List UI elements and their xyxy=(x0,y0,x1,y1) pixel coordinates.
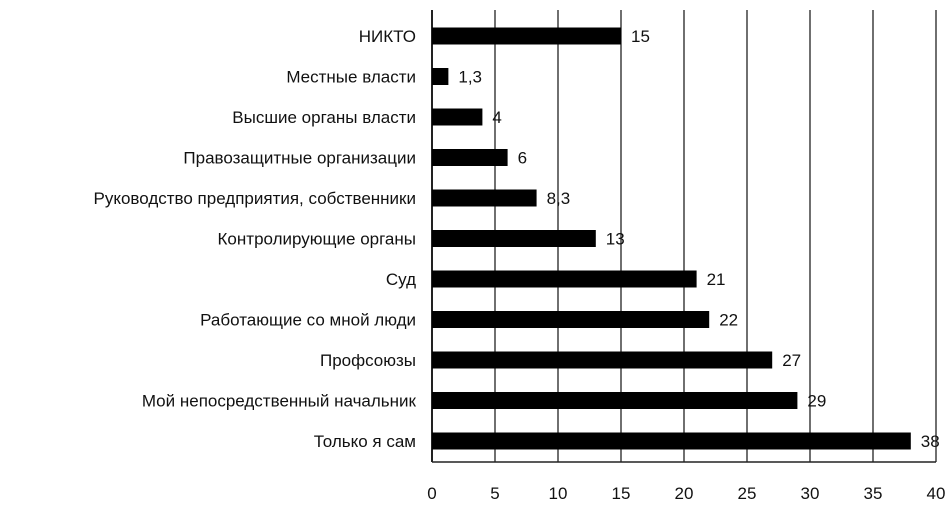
x-tick-label-10: 10 xyxy=(549,484,568,503)
category-label-8: Профсоюзы xyxy=(320,351,416,370)
x-tick-label-15: 15 xyxy=(612,484,631,503)
bar-1 xyxy=(432,68,449,85)
bar-0 xyxy=(432,27,621,45)
category-label-0: НИКТО xyxy=(359,27,416,46)
x-tick-label-20: 20 xyxy=(675,484,694,503)
x-tick-label-5: 5 xyxy=(490,484,499,503)
category-label-3: Правозащитные организации xyxy=(183,149,416,168)
grid-lines xyxy=(431,10,937,462)
bar-3 xyxy=(432,149,508,166)
category-label-5: Контролирующие органы xyxy=(218,230,416,249)
bar-6 xyxy=(432,270,697,288)
bar-4 xyxy=(432,189,537,207)
bar-7 xyxy=(432,311,710,328)
bar-2 xyxy=(432,108,483,126)
category-label-10: Только я сам xyxy=(314,432,416,451)
value-label-0: 15 xyxy=(631,27,650,46)
category-label-6: Суд xyxy=(386,270,416,289)
x-tick-label-30: 30 xyxy=(801,484,820,503)
value-label-1: 1,3 xyxy=(458,68,482,87)
x-tick-label-25: 25 xyxy=(738,484,757,503)
value-label-4: 8,3 xyxy=(547,189,571,208)
category-label-1: Местные власти xyxy=(286,68,416,87)
value-label-7: 22 xyxy=(719,311,738,330)
category-label-4: Руководство предприятия, собственники xyxy=(93,189,416,208)
value-label-10: 38 xyxy=(921,432,940,451)
value-label-2: 4 xyxy=(492,108,501,127)
value-label-3: 6 xyxy=(518,149,527,168)
value-label-5: 13 xyxy=(606,230,625,249)
bar-5 xyxy=(432,230,596,247)
x-tick-label-0: 0 xyxy=(427,484,436,503)
bars xyxy=(432,27,911,450)
category-label-2: Высшие органы власти xyxy=(232,108,416,127)
value-label-8: 27 xyxy=(782,351,801,370)
category-label-9: Мой непосредственный начальник xyxy=(142,392,417,411)
value-label-9: 29 xyxy=(807,392,826,411)
bar-8 xyxy=(432,351,773,369)
x-tick-label-40: 40 xyxy=(927,484,946,503)
x-tick-label-35: 35 xyxy=(864,484,883,503)
value-label-6: 21 xyxy=(707,270,726,289)
x-tick-labels: 0 5 10 15 20 25 30 35 40 xyxy=(427,484,945,503)
bar-10 xyxy=(432,432,911,450)
value-labels: 15 1,3 4 6 8,3 13 21 22 27 29 38 xyxy=(458,27,939,451)
category-labels: НИКТО Местные власти Высшие органы власти П… xyxy=(93,27,416,451)
category-label-7: Работающие со мной люди xyxy=(200,311,416,330)
bar-9 xyxy=(432,392,798,409)
